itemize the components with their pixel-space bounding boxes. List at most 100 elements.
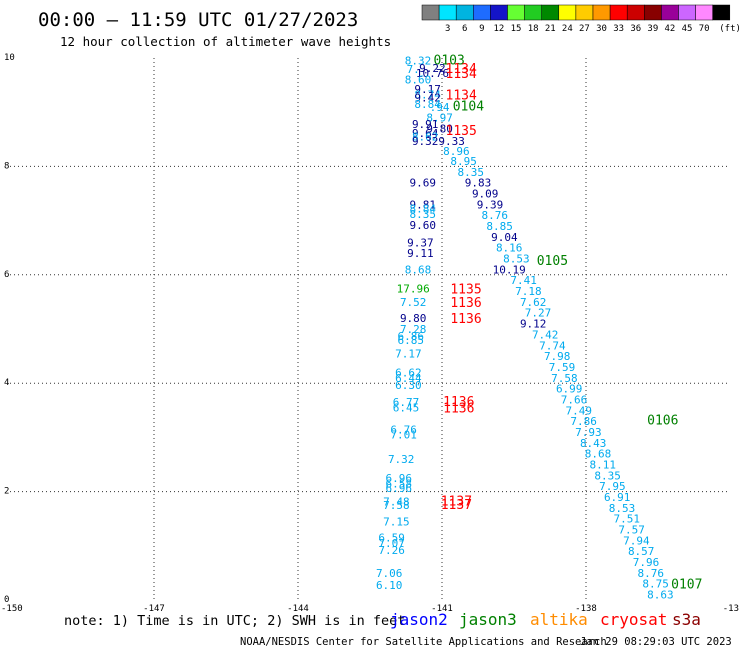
y-tick-label: 6 — [4, 270, 9, 280]
wave-height-label: 9.80 — [426, 122, 453, 135]
wave-height-label: 7.18 — [515, 285, 542, 298]
wave-height-label: 9.39 — [477, 198, 504, 211]
scale-label: 42 — [665, 24, 676, 34]
x-tick-label: -144 — [287, 604, 309, 614]
wave-height-label: 8.53 — [609, 502, 636, 515]
wave-height-label: 6.45 — [393, 402, 420, 415]
scale-swatch — [455, 4, 474, 21]
wave-height-label: 8.97 — [426, 112, 453, 125]
wave-height-label: 8.75 — [642, 578, 669, 591]
wave-height-label: 7.32 — [388, 453, 415, 466]
y-tick-label: 0 — [4, 595, 9, 605]
pass-time-label: 1136 — [443, 402, 474, 417]
wave-height-label: 9.81 — [410, 198, 437, 211]
wave-height-label: 8.43 — [580, 437, 607, 450]
wave-height-label: 8.53 — [503, 253, 530, 266]
satellite-legend-item: altika — [530, 610, 588, 629]
footer-note: note: 1) Time is in UTC; 2) SWH is in fe… — [64, 613, 405, 629]
wave-height-label: 10.76 — [416, 67, 449, 80]
wave-height-label: 8.57 — [628, 545, 655, 558]
wave-height-label: 7.28 — [400, 323, 427, 336]
color-scale-legend: 3 6 9 12 15 18 21 24 27 30 33 36 39 42 45 70 (ft) — [421, 4, 740, 34]
pass-time-label: 1137 — [441, 494, 472, 509]
pass-time-label: 0103 — [434, 54, 465, 69]
pass-time-label: 0104 — [453, 100, 484, 115]
wave-height-label: 9.60 — [410, 219, 437, 232]
scale-swatch — [592, 4, 611, 21]
wave-height-label: 9.91 — [412, 118, 439, 131]
wave-height-label: 7.51 — [614, 513, 641, 526]
scale-swatch — [541, 4, 560, 21]
pass-time-label: 1136 — [450, 296, 481, 311]
wave-height-label: 9.83 — [465, 177, 492, 190]
wave-height-label: 7.93 — [575, 426, 602, 439]
scale-label: 39 — [647, 24, 658, 34]
wave-height-label: 7.74 — [539, 339, 566, 352]
wave-height-label: 7.07 — [378, 537, 405, 550]
x-tick-label: -138 — [575, 604, 597, 614]
scale-swatch — [490, 4, 508, 21]
scale-swatch — [575, 4, 594, 21]
pass-time-label: 0107 — [671, 578, 702, 593]
wave-height-label: 8.76 — [638, 567, 665, 580]
y-tick-label: 2 — [4, 487, 9, 497]
satellite-legend-item: jason2 — [390, 610, 448, 629]
wave-height-label: 8.76 — [482, 209, 509, 222]
wave-height-label: 8.95 — [450, 155, 477, 168]
wave-height-label: 6.85 — [398, 334, 425, 347]
wave-height-label: 7.59 — [549, 361, 576, 374]
wave-height-label: 9.04 — [491, 231, 518, 244]
x-tick-label: -147 — [143, 604, 165, 614]
scale-unit: (ft) — [719, 24, 740, 34]
wave-height-label: 8.74 — [414, 88, 441, 101]
pass-time-label: 1134 — [446, 62, 477, 77]
axis-tick-labels: -150 -147 -144 -141 -138 -13 0 2 4 6 8 10 — [1, 53, 739, 614]
wave-height-label: 8.85 — [486, 220, 513, 233]
pass-time-label: 1136 — [450, 312, 481, 327]
scale-label: 33 — [613, 24, 624, 34]
wave-height-label: 7.42 — [532, 328, 559, 341]
wave-height-label: 6.96 — [386, 482, 413, 495]
wave-height-label: 8.35 — [410, 208, 437, 221]
wave-height-label: 9.09 — [472, 188, 499, 201]
wave-height-label: 6.76 — [390, 423, 417, 436]
scale-label: 12 — [494, 24, 505, 34]
pass-time-label: 0105 — [537, 254, 568, 269]
scale-label: 21 — [545, 24, 556, 34]
wave-height-label: 9.11 — [407, 247, 434, 260]
scale-swatch — [678, 4, 696, 21]
scale-label: 9 — [479, 24, 484, 34]
pass-time-label: 1137 — [441, 498, 472, 513]
footer-credit: NOAA/NESDIS Center for Satellite Applica… — [240, 636, 607, 648]
x-tick-label: -150 — [1, 604, 23, 614]
scale-label: 27 — [579, 24, 590, 34]
x-tick-label: -141 — [431, 604, 453, 614]
wave-height-label: 9.33 — [438, 135, 465, 148]
wave-height-label: 9.69 — [410, 177, 437, 190]
scale-swatch — [438, 4, 457, 21]
wave-height-label: 6.58 — [386, 477, 413, 490]
wave-height-label: 7.49 — [566, 404, 593, 417]
satellite-legend-item: jason3 — [459, 610, 517, 629]
scale-swatch — [712, 4, 731, 21]
scale-label: 30 — [596, 24, 607, 34]
scale-swatch — [524, 4, 542, 21]
y-tick-label: 4 — [4, 378, 9, 388]
footer-timestamp: Jan 29 08:29:03 UTC 2023 — [580, 636, 732, 648]
wave-height-label: 9.12 — [520, 318, 547, 331]
wave-height-label: 9.64 — [412, 127, 439, 140]
wave-height-label: 9.32 — [412, 135, 439, 148]
wave-height-label: 7.95 — [599, 480, 626, 493]
wave-height-label: 9.22 — [419, 62, 446, 75]
satellite-legend-item: cryosat — [600, 610, 667, 629]
y-tick-label: 10 — [4, 53, 15, 63]
wave-height-label: 8.68 — [585, 448, 612, 461]
wave-height-label: 7.15 — [383, 515, 410, 528]
scale-label: 6 — [462, 24, 467, 34]
scale-swatch — [609, 4, 628, 21]
pass-time-label: 1134 — [446, 88, 477, 103]
wave-height-label: 7.94 — [623, 534, 650, 547]
wave-height-label: 7.48 — [383, 495, 410, 508]
scale-swatch — [695, 4, 713, 21]
pass-time-labels: 0103113411341134010411350105113511361136… — [434, 54, 703, 593]
